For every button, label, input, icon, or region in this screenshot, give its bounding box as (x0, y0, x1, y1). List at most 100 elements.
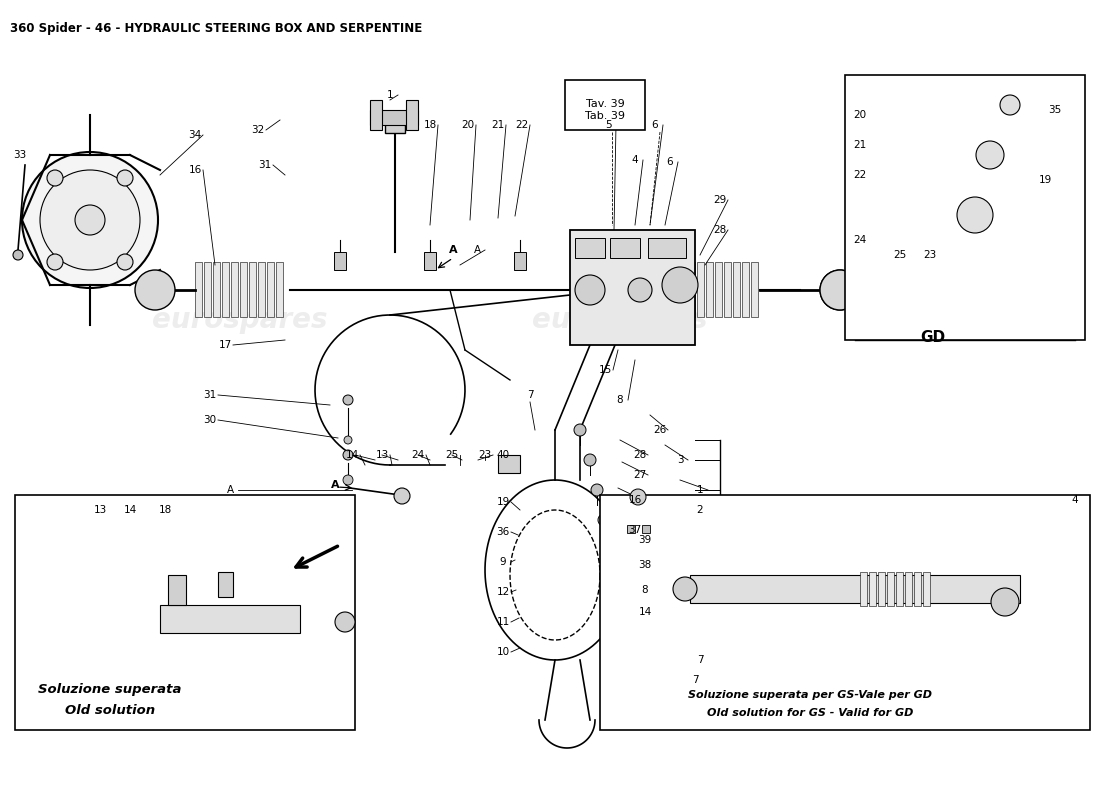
Bar (878, 572, 886, 606)
Text: 13: 13 (375, 450, 388, 460)
Text: 19: 19 (1038, 175, 1052, 185)
Circle shape (662, 267, 698, 303)
Bar (249, 262, 256, 317)
Bar (860, 572, 867, 606)
Text: 16: 16 (188, 165, 201, 175)
Bar (218, 572, 233, 597)
Text: 1: 1 (387, 90, 394, 100)
Text: 28: 28 (714, 225, 727, 235)
Circle shape (976, 141, 1004, 169)
Circle shape (343, 450, 353, 460)
Circle shape (22, 152, 158, 288)
Text: 5: 5 (605, 120, 612, 130)
Text: A: A (473, 245, 481, 255)
Bar (887, 572, 894, 606)
Bar (845, 75, 1085, 340)
Text: 25: 25 (893, 250, 906, 260)
Text: 14: 14 (638, 607, 651, 617)
Text: 29: 29 (714, 195, 727, 205)
Text: 25: 25 (446, 450, 459, 460)
Text: 24: 24 (411, 450, 425, 460)
Bar (258, 262, 265, 317)
Text: 2: 2 (696, 505, 703, 515)
Text: A: A (449, 245, 458, 255)
Text: 32: 32 (252, 125, 265, 135)
Circle shape (575, 275, 605, 305)
Bar (688, 262, 695, 317)
Circle shape (991, 588, 1019, 616)
Circle shape (598, 514, 611, 526)
Bar (267, 262, 274, 317)
Bar (160, 605, 300, 633)
Circle shape (394, 488, 410, 504)
Text: 8: 8 (641, 585, 648, 595)
Text: 30: 30 (204, 415, 217, 425)
Text: Old solution for GS - Valid for GD: Old solution for GS - Valid for GD (707, 708, 913, 718)
Circle shape (344, 436, 352, 444)
Circle shape (591, 484, 603, 496)
Text: 13: 13 (94, 505, 107, 515)
Circle shape (47, 254, 63, 270)
Text: eurospares: eurospares (613, 566, 788, 594)
Text: 7: 7 (696, 655, 703, 665)
Circle shape (117, 170, 133, 186)
Text: 19: 19 (496, 497, 509, 507)
Text: 360 Spider - 46 - HYDRAULIC STEERING BOX AND SERPENTINE: 360 Spider - 46 - HYDRAULIC STEERING BOX… (10, 22, 422, 35)
Text: 36: 36 (496, 527, 509, 537)
Text: Tav. 39
Tab. 39: Tav. 39 Tab. 39 (585, 99, 625, 121)
Bar (869, 572, 876, 606)
Text: 38: 38 (638, 560, 651, 570)
Text: 11: 11 (496, 617, 509, 627)
Text: 22: 22 (516, 120, 529, 130)
Circle shape (630, 489, 646, 505)
Bar (424, 252, 436, 270)
Bar (222, 262, 229, 317)
Text: 9: 9 (499, 557, 506, 567)
Bar (923, 572, 930, 606)
Bar (670, 262, 676, 317)
Bar (15, 495, 355, 730)
Circle shape (574, 424, 586, 436)
Text: 18: 18 (424, 120, 437, 130)
Bar (570, 230, 695, 345)
Text: Old solution: Old solution (65, 703, 155, 717)
Text: 37: 37 (628, 525, 641, 535)
Circle shape (13, 250, 23, 260)
Circle shape (47, 170, 63, 186)
Bar (733, 262, 740, 317)
Text: 7: 7 (692, 675, 698, 685)
Text: 21: 21 (854, 140, 867, 150)
Circle shape (639, 574, 651, 586)
Text: 15: 15 (598, 365, 612, 375)
Text: 16: 16 (628, 495, 641, 505)
Text: 7: 7 (527, 390, 534, 400)
Text: 10: 10 (496, 647, 509, 657)
Bar (213, 262, 220, 317)
Circle shape (957, 197, 993, 233)
Bar (751, 262, 758, 317)
Text: 1: 1 (696, 485, 703, 495)
Circle shape (673, 577, 697, 601)
Text: 17: 17 (219, 340, 232, 350)
Bar (370, 110, 418, 125)
Bar (610, 238, 640, 258)
Text: A: A (227, 485, 233, 495)
Text: 8: 8 (617, 395, 624, 405)
Bar (231, 262, 238, 317)
Circle shape (135, 270, 175, 310)
Text: eurospares: eurospares (152, 306, 328, 334)
Bar (168, 575, 186, 605)
Text: A: A (331, 480, 339, 490)
Text: 4: 4 (1071, 495, 1078, 505)
Circle shape (584, 454, 596, 466)
Circle shape (75, 205, 104, 235)
Circle shape (820, 270, 860, 310)
Circle shape (1000, 95, 1020, 115)
Text: 33: 33 (13, 150, 26, 160)
Bar (498, 455, 520, 473)
Bar (905, 572, 912, 606)
Bar (896, 572, 903, 606)
Text: 14: 14 (345, 450, 359, 460)
Text: 34: 34 (188, 130, 201, 140)
Circle shape (343, 475, 353, 485)
